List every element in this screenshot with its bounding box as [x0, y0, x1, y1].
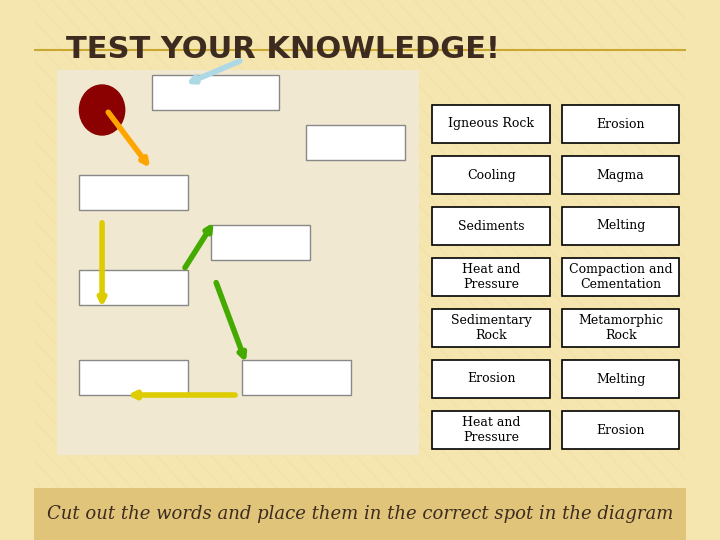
- Text: Heat and
Pressure: Heat and Pressure: [462, 416, 521, 444]
- Bar: [433, 360, 550, 398]
- Text: Heat and
Pressure: Heat and Pressure: [462, 263, 521, 291]
- Bar: [34, 488, 686, 540]
- Text: Compaction and
Cementation: Compaction and Cementation: [569, 263, 672, 291]
- Bar: [433, 207, 550, 245]
- Bar: [152, 75, 279, 110]
- Bar: [562, 360, 680, 398]
- Bar: [243, 360, 351, 395]
- Circle shape: [79, 85, 125, 135]
- Text: Cut out the words and place them in the correct spot in the diagram: Cut out the words and place them in the …: [47, 505, 673, 523]
- Text: Melting: Melting: [596, 373, 645, 386]
- Text: Erosion: Erosion: [596, 118, 645, 131]
- Bar: [562, 207, 680, 245]
- Text: Melting: Melting: [596, 219, 645, 233]
- Text: TEST YOUR KNOWLEDGE!: TEST YOUR KNOWLEDGE!: [66, 35, 500, 64]
- Text: Erosion: Erosion: [467, 373, 516, 386]
- Bar: [433, 258, 550, 296]
- Bar: [433, 105, 550, 143]
- Text: Metamorphic
Rock: Metamorphic Rock: [578, 314, 663, 342]
- Bar: [562, 411, 680, 449]
- Text: Sedimentary
Rock: Sedimentary Rock: [451, 314, 531, 342]
- Bar: [433, 411, 550, 449]
- Text: Sediments: Sediments: [458, 219, 524, 233]
- Bar: [79, 360, 188, 395]
- Text: Igneous Rock: Igneous Rock: [449, 118, 534, 131]
- Bar: [562, 156, 680, 194]
- Bar: [562, 105, 680, 143]
- Text: Erosion: Erosion: [596, 423, 645, 436]
- Bar: [433, 309, 550, 347]
- Bar: [562, 309, 680, 347]
- Bar: [57, 70, 419, 455]
- Bar: [79, 175, 188, 210]
- Text: Magma: Magma: [597, 168, 644, 181]
- Bar: [211, 225, 310, 260]
- Bar: [306, 125, 405, 160]
- Bar: [79, 270, 188, 305]
- Text: Cooling: Cooling: [467, 168, 516, 181]
- Bar: [433, 156, 550, 194]
- Bar: [562, 258, 680, 296]
